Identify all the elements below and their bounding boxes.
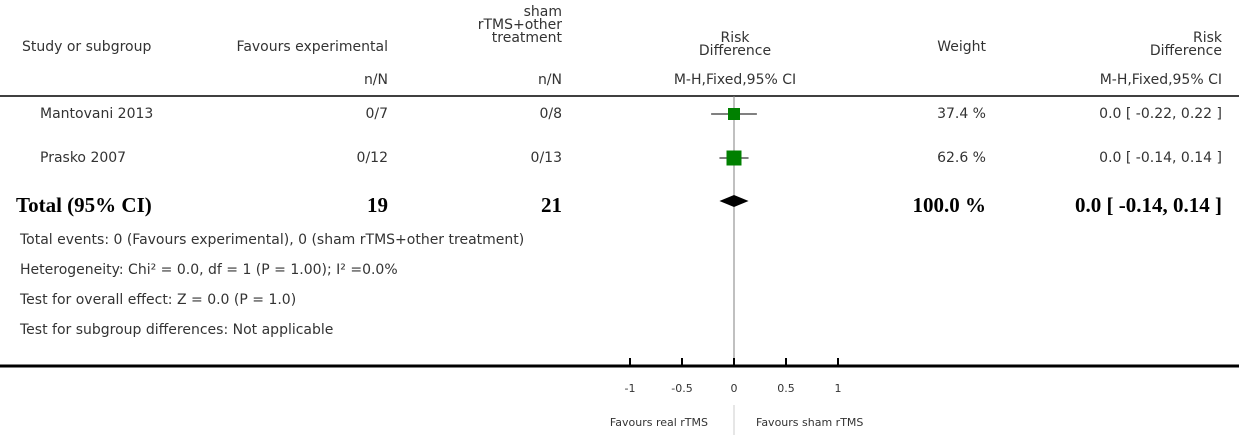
study-name: Mantovani 2013 <box>40 106 154 122</box>
note-total-events: Total events: 0 (Favours experimental), … <box>20 232 525 248</box>
header-effect: Risk Difference <box>640 30 830 59</box>
axis-tick-label: -1 <box>625 382 636 395</box>
total-ctl: 21 <box>541 193 562 217</box>
header-ctl-unit: n/N <box>537 72 562 88</box>
header-effect2-line: Risk <box>1192 30 1222 46</box>
header-method2: M-H,Fixed,95% CI <box>1099 72 1222 88</box>
study-weight: 62.6 % <box>937 150 986 166</box>
header-control-line: sham <box>523 4 562 20</box>
total-label: Total (95% CI) <box>16 193 152 217</box>
header-effect-line: Risk <box>720 30 750 46</box>
axis-tick-label: 0 <box>731 382 738 395</box>
study-ci: 0.0 [ -0.22, 0.22 ] <box>1099 106 1222 122</box>
study-ctl: 0/13 <box>530 150 562 166</box>
axis-tick-label: 0.5 <box>777 382 795 395</box>
study-marker <box>728 108 740 120</box>
axis-tick-label: 1 <box>835 382 842 395</box>
header-effect2-line: Difference <box>1149 43 1222 59</box>
header-control: sham rTMS+other treatment <box>460 4 562 46</box>
note-subgroup: Test for subgroup differences: Not appli… <box>20 322 334 338</box>
header-effect-line: Difference <box>698 43 772 59</box>
header-exp-unit: n/N <box>363 72 388 88</box>
axis-tick-label: -0.5 <box>671 382 692 395</box>
total-diamond <box>719 195 749 207</box>
favours-right-label: Favours sham rTMS <box>756 416 863 429</box>
note-overall-effect: Test for overall effect: Z = 0.0 (P = 1.… <box>20 292 297 308</box>
favours-left-label: Favours real rTMS <box>610 416 708 429</box>
note-heterogeneity: Heterogeneity: Chi² = 0.0, df = 1 (P = 1… <box>20 262 398 278</box>
total-exp: 19 <box>367 193 388 217</box>
header-weight: Weight <box>937 39 986 55</box>
study-name: Prasko 2007 <box>40 150 127 166</box>
study-weight: 37.4 % <box>937 106 986 122</box>
study-exp: 0/12 <box>356 150 388 166</box>
study-exp: 0/7 <box>365 106 388 122</box>
header-experimental: Favours experimental <box>236 39 388 55</box>
total-ci: 0.0 [ -0.14, 0.14 ] <box>1075 193 1222 217</box>
header-effect2: Risk Difference <box>1080 30 1222 59</box>
header-control-line: treatment <box>491 30 562 46</box>
header-method: M-H,Fixed,95% CI <box>673 72 797 88</box>
header-study: Study or subgroup <box>22 39 152 55</box>
total-weight: 100.0 % <box>912 193 987 217</box>
study-ci: 0.0 [ -0.14, 0.14 ] <box>1099 150 1222 166</box>
study-ctl: 0/8 <box>539 106 562 122</box>
study-marker <box>726 150 742 166</box>
header-control-line: rTMS+other <box>477 17 562 33</box>
